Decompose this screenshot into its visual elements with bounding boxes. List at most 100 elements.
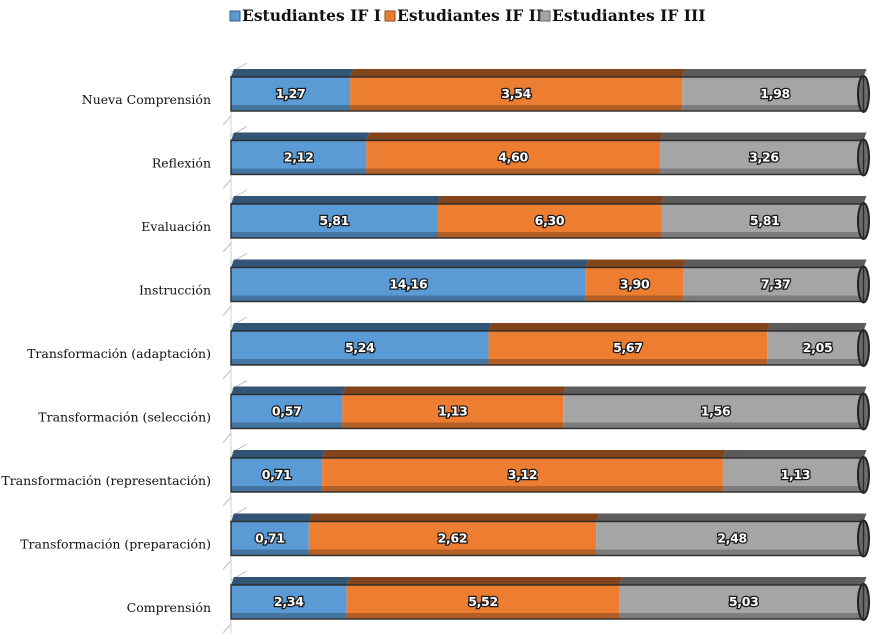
category-label: Comprensión	[127, 600, 211, 615]
bar-top-face	[585, 259, 687, 268]
bar-segment-shade	[231, 613, 347, 619]
bar-outline	[230, 520, 865, 557]
legend-label: Estudiantes IF III	[552, 6, 706, 25]
legend-swatch	[539, 10, 551, 22]
bar-segment-shade	[661, 232, 864, 238]
bar-row: Transformación (preparación) 0,71 2,62 2,48	[20, 507, 870, 570]
bar-row: Evaluación 5,81 6,30 5,81	[141, 189, 870, 253]
legend-label: Estudiantes IF II	[397, 6, 543, 25]
data-label: 0,71	[262, 467, 292, 482]
bar-row: Comprensión 2,34 5,52 5,03	[127, 570, 870, 634]
bar-segment-shade	[366, 168, 660, 175]
data-label: 0,57	[272, 404, 302, 419]
legend-swatch	[229, 10, 241, 22]
category-label: Transformación (adaptación)	[27, 346, 211, 361]
bar-top-face	[596, 513, 867, 522]
bar-segment-shade	[342, 422, 564, 429]
bar-top-face	[488, 323, 771, 331]
bar-top-face	[366, 132, 663, 141]
bar-top-face	[322, 450, 726, 458]
bar-top-face	[437, 196, 665, 204]
bar-segment-shade	[585, 295, 684, 302]
data-label: 2,48	[717, 531, 747, 546]
bar-segment-shade	[322, 486, 723, 492]
category-label: Nueva Comprensión	[82, 92, 211, 107]
data-label: 6,30	[535, 213, 565, 228]
depth-line	[222, 433, 232, 443]
bar-top-face	[563, 386, 867, 395]
depth-line	[222, 369, 232, 380]
legend-swatch	[384, 10, 396, 22]
data-label: 14,16	[389, 277, 428, 292]
data-label: 7,37	[761, 277, 791, 292]
data-label: 5,24	[345, 340, 375, 355]
bar-segment-shade	[231, 168, 367, 175]
bar-row: Instrucción 14,16 3,90 7,37	[139, 253, 870, 316]
bar-outline	[230, 203, 865, 239]
bar-top-face	[767, 323, 867, 331]
bar-top-face	[722, 450, 867, 458]
bar-outline	[230, 76, 865, 112]
bar-segment-shade	[596, 549, 864, 556]
bar-row: Nueva Comprensión 1,27 3,54 1,98	[82, 62, 870, 126]
bar-rows: Nueva Comprensión 1,27 3,54 1,98 Reflexión 2,…	[1, 62, 870, 634]
data-label: 0,71	[255, 531, 285, 546]
data-label: 2,62	[438, 531, 468, 546]
data-label: 3,90	[620, 277, 650, 292]
bar-segment-shade	[231, 232, 438, 238]
bar-segment-shade	[682, 105, 864, 111]
bar-segment-shade	[488, 359, 768, 365]
bar-segment-shade	[350, 105, 683, 111]
legend-item: Estudiantes IF I	[229, 6, 381, 25]
bar-top-face	[231, 132, 370, 141]
bar-segment-shade	[231, 549, 309, 556]
bar-segment-shade	[659, 168, 864, 175]
data-label: 2,12	[284, 150, 314, 165]
bar-row: Transformación (adaptación) 5,24 5,67 2,05	[27, 316, 870, 380]
bar-top-face	[683, 259, 867, 268]
data-label: 2,05	[803, 340, 833, 355]
bar-top-face	[231, 259, 589, 268]
bar-segment-shade	[619, 613, 864, 619]
bar-top-face	[682, 69, 867, 77]
data-label: 1,56	[701, 404, 731, 419]
bar-segment-shade	[563, 422, 864, 429]
category-label: Transformación (representación)	[1, 473, 211, 488]
data-label: 3,12	[508, 467, 538, 482]
depth-line	[222, 306, 232, 316]
bar-segment-shade	[231, 422, 343, 429]
bar-top-face	[308, 513, 600, 522]
bar-outline	[230, 393, 865, 430]
bar-outline	[230, 584, 865, 620]
bar-outline	[230, 330, 865, 366]
legend-item: Estudiantes IF II	[384, 6, 543, 25]
category-label: Instrucción	[139, 283, 211, 298]
category-label: Transformación (preparación)	[20, 537, 211, 552]
data-label: 1,27	[276, 86, 306, 101]
bar-outline	[230, 139, 865, 176]
bar-top-face	[659, 132, 867, 141]
bar-top-face	[661, 196, 867, 204]
category-label: Evaluación	[141, 219, 211, 234]
legend: Estudiantes IF I Estudiantes IF II Estudia…	[229, 6, 706, 25]
data-label: 1,13	[781, 467, 811, 482]
data-label: 1,98	[760, 86, 790, 101]
bar-top-face	[619, 577, 867, 585]
bar-segment-shade	[722, 486, 864, 492]
data-label: 5,81	[319, 213, 349, 228]
bar-segment-shade	[346, 613, 620, 619]
data-label: 2,34	[274, 594, 304, 609]
legend-label: Estudiantes IF I	[242, 6, 381, 25]
bar-segment-shade	[231, 486, 323, 492]
bar-top-face	[231, 69, 354, 77]
bar-top-face	[346, 577, 623, 585]
bar-top-face	[231, 386, 346, 395]
depth-line	[222, 179, 232, 189]
bar-row: Reflexión 2,12 4,60 3,26	[152, 126, 870, 189]
bar-top-face	[231, 196, 441, 204]
depth-line	[222, 115, 232, 126]
category-label: Reflexión	[152, 156, 211, 171]
bar-segment-shade	[231, 105, 351, 111]
bar-top-face	[231, 323, 492, 331]
